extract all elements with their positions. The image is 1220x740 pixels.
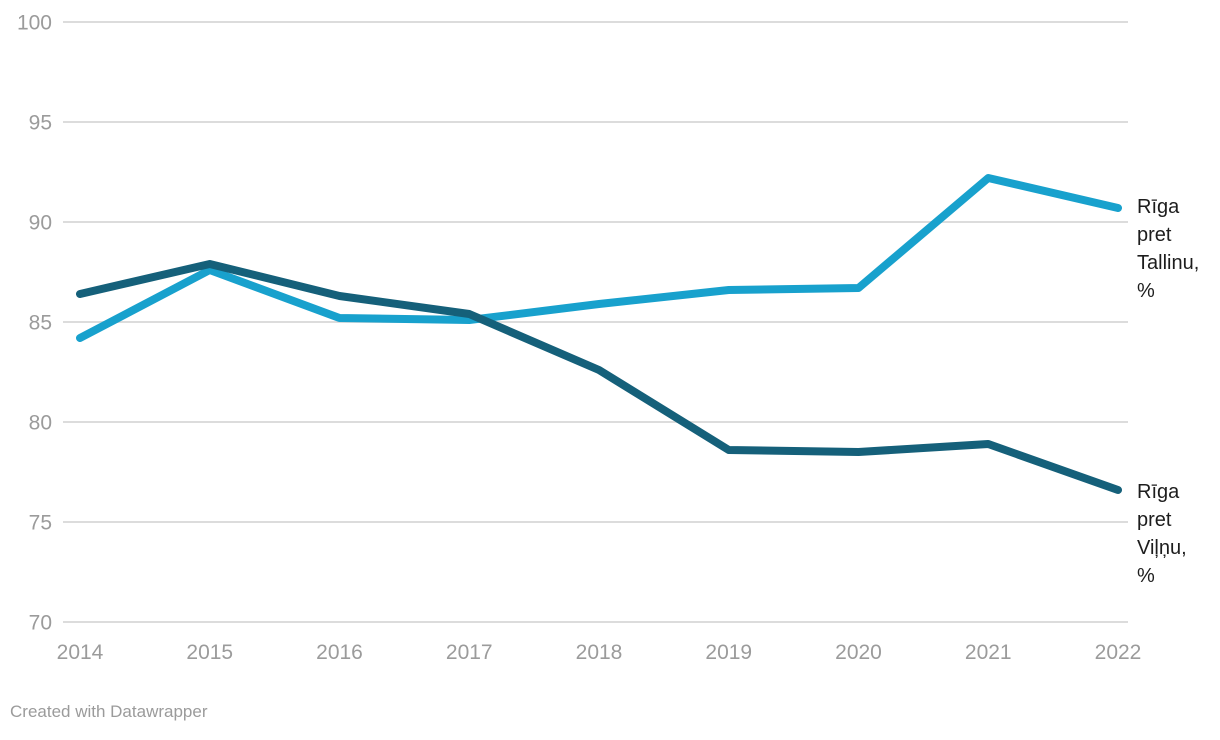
x-tick-label-2014: 2014 xyxy=(57,641,104,664)
y-tick-label-90: 90 xyxy=(29,211,52,234)
x-tick-label-2020: 2020 xyxy=(835,641,882,664)
y-tick-label-85: 85 xyxy=(29,311,52,334)
x-tick-label-2016: 2016 xyxy=(316,641,363,664)
x-tick-label-2017: 2017 xyxy=(446,641,493,664)
datawrapper-credit: Created with Datawrapper xyxy=(10,702,208,721)
x-tick-label-2015: 2015 xyxy=(186,641,233,664)
series-line-vilnu xyxy=(76,260,1122,494)
y-tick-label-70: 70 xyxy=(29,611,52,634)
y-tick-label-100: 100 xyxy=(17,11,52,34)
y-tick-label-95: 95 xyxy=(29,111,52,134)
series-line-tallinu xyxy=(76,174,1122,342)
series-label-tallinu: Rīga pret Tallinu, % xyxy=(1137,196,1200,302)
x-tick-label-2018: 2018 xyxy=(576,641,623,664)
x-tick-label-2021: 2021 xyxy=(965,641,1012,664)
y-tick-label-80: 80 xyxy=(29,411,52,434)
x-tick-label-2022: 2022 xyxy=(1095,641,1142,664)
series-label-vilnu: Rīga pret Viļņu, % xyxy=(1137,481,1187,587)
x-tick-label-2019: 2019 xyxy=(705,641,752,664)
y-tick-label-75: 75 xyxy=(29,511,52,534)
